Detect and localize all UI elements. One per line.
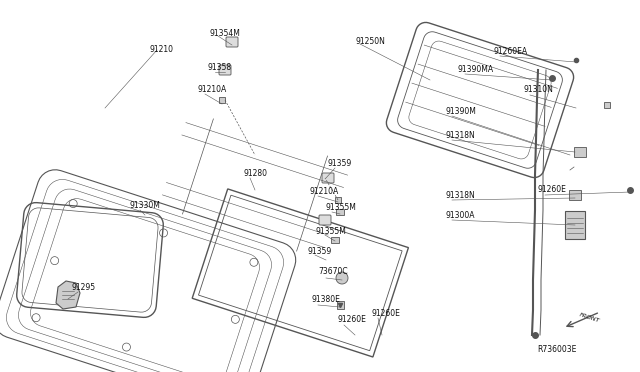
Text: 91330M: 91330M (130, 202, 161, 211)
FancyBboxPatch shape (322, 173, 334, 183)
Polygon shape (56, 281, 80, 309)
Bar (604, 102, 610, 108)
Text: 91390MA: 91390MA (458, 65, 494, 74)
Text: 91359: 91359 (308, 247, 332, 257)
Text: 91260E: 91260E (337, 315, 366, 324)
FancyBboxPatch shape (226, 37, 238, 47)
Text: 91280: 91280 (243, 170, 267, 179)
Text: 91300A: 91300A (445, 212, 474, 221)
Text: 91355M: 91355M (315, 227, 346, 235)
Polygon shape (565, 211, 585, 239)
Text: FRONT: FRONT (578, 312, 600, 324)
Text: 91380E: 91380E (312, 295, 341, 305)
Text: 91250N: 91250N (355, 38, 385, 46)
Text: 91260E: 91260E (538, 186, 567, 195)
Text: 91295: 91295 (71, 283, 95, 292)
Text: R736003E: R736003E (537, 346, 577, 355)
Bar (336, 209, 344, 215)
FancyBboxPatch shape (319, 215, 331, 225)
Text: 91359: 91359 (328, 160, 352, 169)
Text: 73670C: 73670C (318, 267, 348, 276)
Text: 91390M: 91390M (445, 108, 476, 116)
Text: 91358: 91358 (208, 64, 232, 73)
Text: 91260E: 91260E (371, 308, 400, 317)
Circle shape (336, 272, 348, 284)
Text: 91318N: 91318N (445, 192, 475, 201)
Text: 91354M: 91354M (210, 29, 241, 38)
Text: 91210: 91210 (150, 45, 174, 55)
Bar (331, 237, 339, 243)
Text: 91210A: 91210A (310, 187, 339, 196)
FancyBboxPatch shape (219, 65, 231, 75)
Text: 91210A: 91210A (198, 86, 227, 94)
Text: 91318N: 91318N (445, 131, 475, 141)
Bar (219, 97, 225, 103)
Text: 91310N: 91310N (523, 86, 553, 94)
Bar (335, 197, 341, 203)
Bar (574, 147, 586, 157)
Text: 91355M: 91355M (325, 203, 356, 212)
Text: 91260EA: 91260EA (493, 48, 527, 57)
Bar (337, 301, 344, 309)
Bar (569, 190, 581, 200)
